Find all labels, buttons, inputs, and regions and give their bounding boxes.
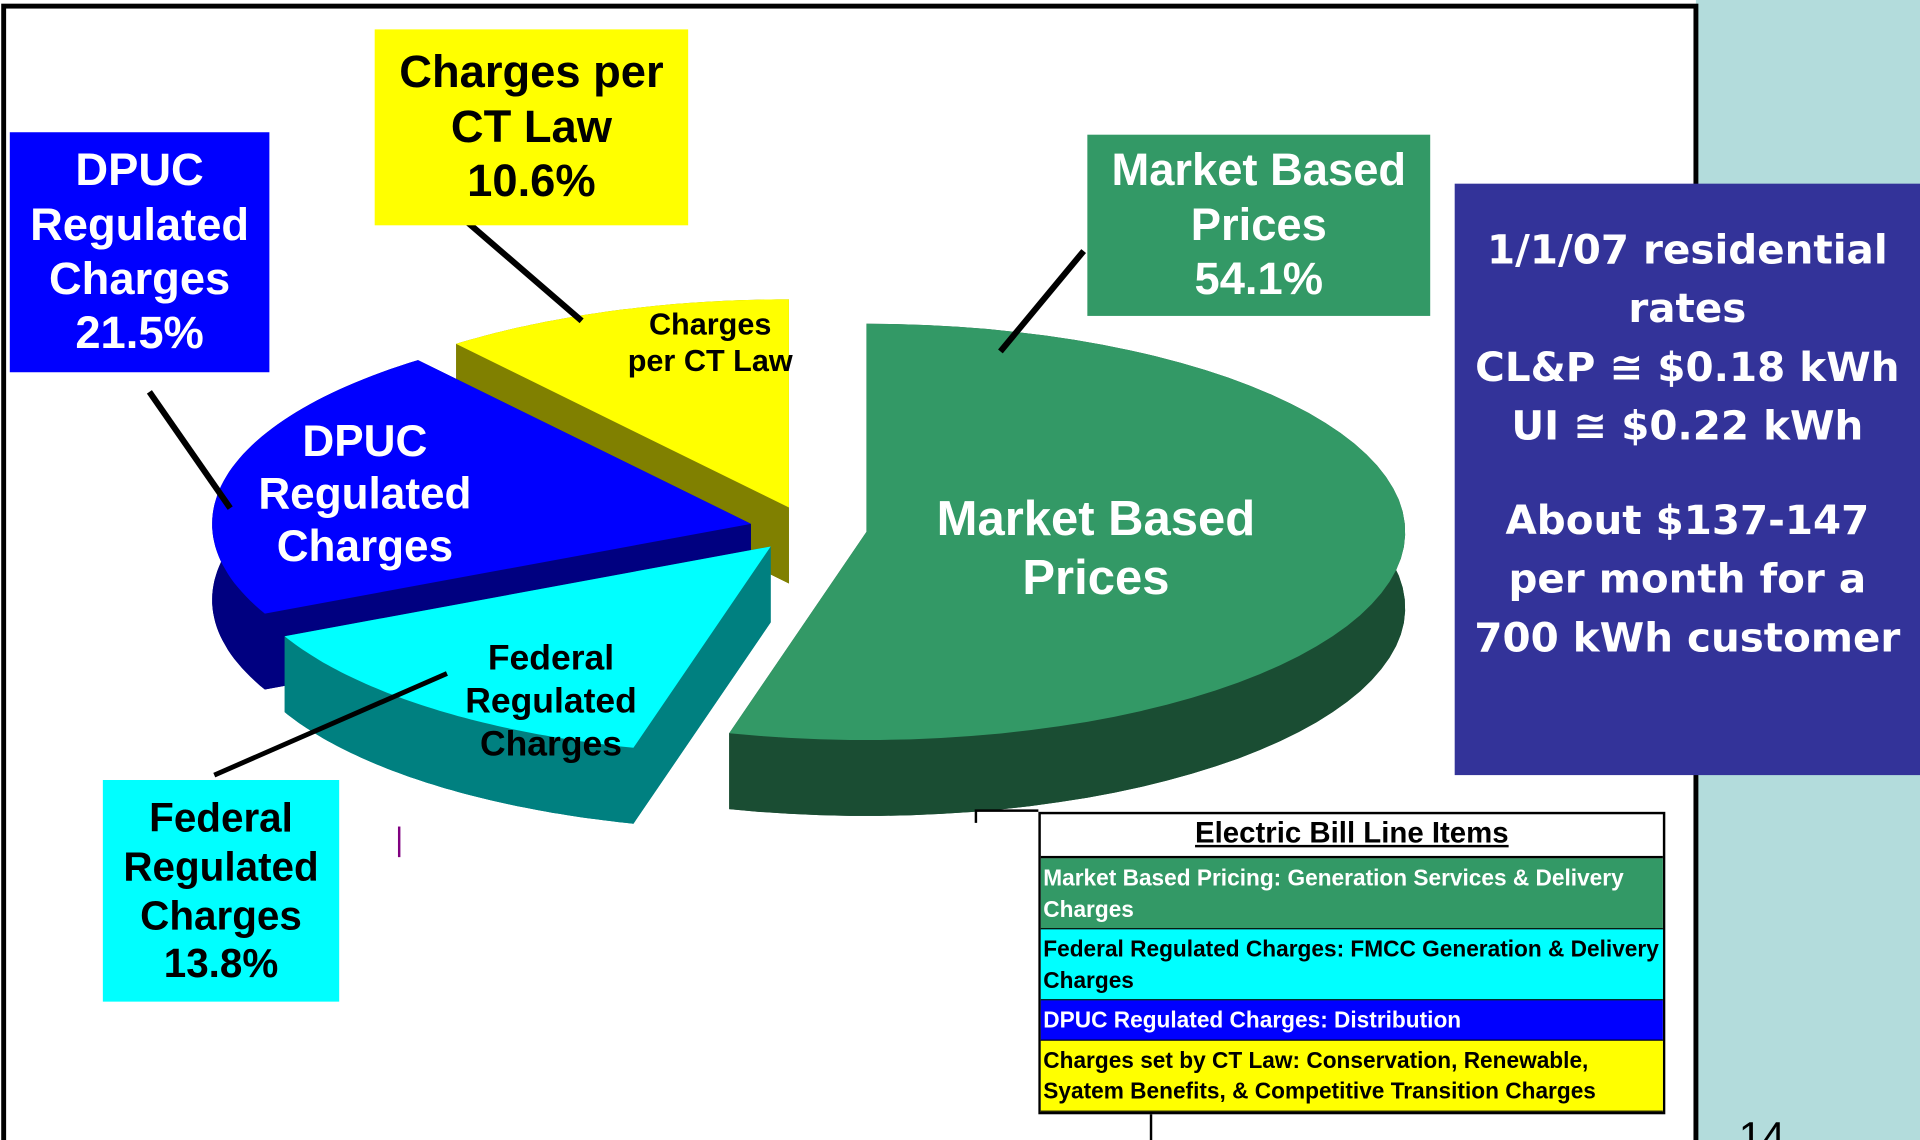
legend-row: Charges set by CT Law: Conservation, Ren…	[1040, 1040, 1663, 1112]
callout-value: 54.1%	[1194, 253, 1324, 304]
leader-line	[213, 671, 448, 778]
legend-row: Federal Regulated Charges: FMCC Generati…	[1040, 929, 1663, 1001]
info-line: UI ≅ $0.22 kWh	[1511, 401, 1864, 449]
leader-line	[998, 249, 1087, 354]
stray-line	[974, 809, 1039, 823]
slice	[456, 299, 789, 508]
callout-value: 10.6%	[467, 155, 596, 206]
slice-label: Market Based Prices	[936, 492, 1256, 605]
info-line: About $137-147 per month for a 700 kWh c…	[1474, 496, 1901, 662]
callout-name: Market Based Prices	[1111, 144, 1407, 250]
slice	[212, 360, 751, 614]
slice-label: Federal Regulated Charges	[465, 638, 637, 764]
slice-side	[284, 636, 634, 824]
callout-name: Federal Regulated Charges	[123, 795, 319, 938]
slice	[284, 546, 771, 748]
slice	[729, 323, 1406, 740]
legend-title: Electric Bill Line Items	[1040, 814, 1663, 859]
callout-box: Charges per CT Law 10.6%	[374, 29, 689, 226]
callout-box: Market Based Prices 54.1%	[1087, 134, 1431, 316]
callout-value: 21.5%	[75, 307, 204, 359]
callout-name: DPUC Regulated Charges	[30, 144, 250, 304]
info-line: CL&P ≅ $0.18 kWh	[1475, 342, 1900, 391]
callout-value: 13.8%	[163, 940, 279, 986]
leader-line	[146, 390, 233, 510]
page-number: 14	[1738, 1114, 1786, 1140]
legend-table: Electric Bill Line Items Market Based Pr…	[1038, 811, 1666, 1114]
callout-box: Federal Regulated Charges 13.8%	[102, 780, 340, 1002]
callout-name: Charges per CT Law	[399, 47, 664, 152]
slice-label: DPUC Regulated Charges	[258, 415, 472, 572]
legend-row: DPUC Regulated Charges: Distribution	[1040, 1000, 1663, 1041]
pie	[212, 299, 1406, 824]
info-line: 1/1/07 residential rates	[1487, 225, 1888, 332]
info-box: 1/1/07 residential rates CL&P ≅ $0.18 kW…	[1454, 183, 1920, 776]
legend-row: Market Based Pricing: Generation Service…	[1040, 858, 1663, 930]
callout-box: DPUC Regulated Charges 21.5%	[9, 132, 270, 373]
leader-line	[463, 218, 584, 324]
slice-label: Charges per CT Law	[627, 307, 793, 379]
